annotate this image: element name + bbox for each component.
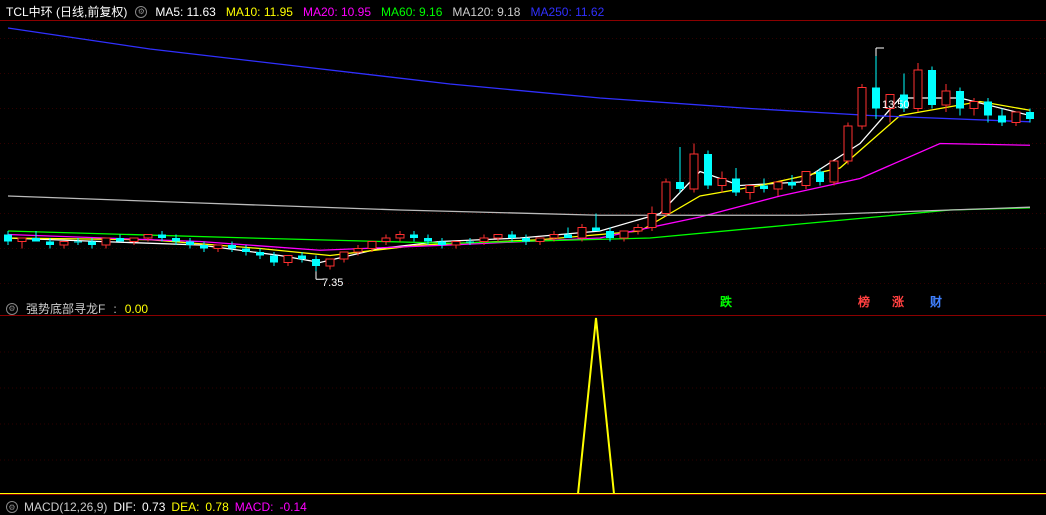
ma-label-ma10: MA10: 11.95 — [226, 5, 293, 19]
sub-indicator-value: 0.00 — [125, 302, 148, 316]
gear-icon[interactable]: ⚙ — [6, 501, 18, 513]
macd-macd-label: MACD: — [235, 500, 274, 514]
macd-macd-value: -0.14 — [279, 500, 306, 514]
ma-label-ma250: MA250: 11.62 — [530, 5, 604, 19]
stock-chart-container: TCL中环 (日线,前复权) ⚙ MA5: 11.63MA10: 11.95MA… — [0, 0, 1046, 515]
stock-title: TCL中环 (日线,前复权) — [6, 3, 127, 20]
main-header: TCL中环 (日线,前复权) ⚙ MA5: 11.63MA10: 11.95MA… — [6, 3, 614, 20]
sub-indicator-chart[interactable] — [0, 315, 1046, 495]
main-chart-svg — [0, 21, 1046, 301]
ma-label-ma120: MA120: 9.18 — [452, 5, 520, 19]
event-marker[interactable]: 财 — [930, 293, 942, 310]
event-marker[interactable]: 跌 — [720, 293, 732, 310]
event-marker[interactable]: 涨 — [892, 293, 904, 310]
gear-icon[interactable]: ⚙ — [6, 303, 18, 315]
ma-label-ma5: MA5: 11.63 — [155, 5, 215, 19]
macd-label: MACD(12,26,9) — [24, 500, 107, 514]
macd-dif-value: 0.73 — [142, 500, 165, 514]
ma-label-ma60: MA60: 9.16 — [381, 5, 442, 19]
macd-header: ⚙ MACD(12,26,9) DIF: 0.73 DEA: 0.78 MACD… — [6, 500, 307, 514]
candlestick-chart[interactable]: 13.507.35跌榜涨财 — [0, 20, 1046, 300]
price-annotation: 7.35 — [322, 277, 343, 289]
macd-dea-label: DEA: — [171, 500, 199, 514]
ma-label-ma20: MA20: 10.95 — [303, 5, 371, 19]
ma-labels-row: MA5: 11.63 MA10: 11.95 MA20: 10.95 MA60: 9.… — [155, 5, 614, 19]
macd-dif-label: DIF: — [113, 500, 136, 514]
macd-dea-value: 0.78 — [205, 500, 228, 514]
sub-chart-svg — [0, 316, 1046, 496]
price-annotation: 13.50 — [882, 99, 910, 111]
gear-icon[interactable]: ⚙ — [135, 6, 147, 18]
event-marker[interactable]: 榜 — [858, 293, 870, 310]
